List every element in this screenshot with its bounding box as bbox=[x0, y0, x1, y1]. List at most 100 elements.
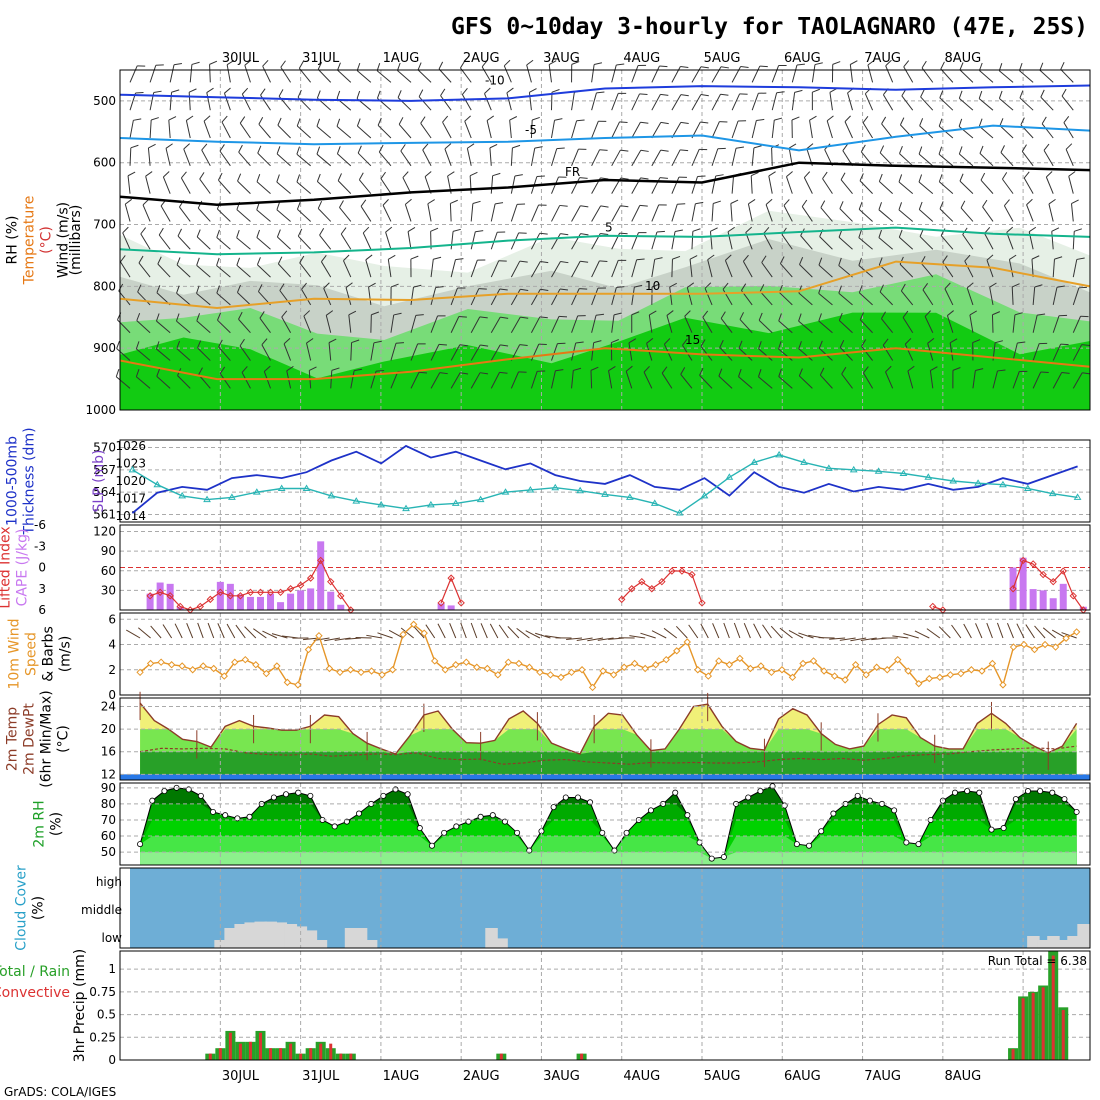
wind-barb-feather bbox=[751, 171, 759, 177]
cape-bar bbox=[1079, 606, 1087, 610]
rh-left-label: 2m RH bbox=[32, 800, 48, 847]
precip-convective-bar bbox=[299, 1053, 303, 1060]
wind-barb bbox=[157, 263, 171, 278]
rh-tick: 70 bbox=[101, 813, 116, 827]
wind-barb-feather bbox=[576, 119, 585, 122]
wind-barb bbox=[711, 203, 714, 222]
rh-point bbox=[599, 829, 606, 836]
wind-barb-feather bbox=[1065, 143, 1073, 150]
wind-barb-feather bbox=[924, 310, 931, 317]
rh-point bbox=[1049, 789, 1056, 796]
wind-barb-feather bbox=[882, 338, 889, 346]
wind-barb-feather bbox=[692, 228, 701, 232]
wind-barb bbox=[362, 232, 372, 250]
wind-barb-feather bbox=[611, 339, 619, 344]
wind-speed-point bbox=[978, 667, 986, 675]
wind-barb bbox=[838, 320, 853, 334]
wind-barb bbox=[1011, 286, 1014, 305]
wind-speed-point bbox=[757, 662, 765, 670]
wind-barb-feather bbox=[297, 89, 302, 98]
wind-barb bbox=[277, 236, 291, 250]
wind-barb bbox=[1041, 123, 1054, 139]
wind-barb-feather bbox=[357, 145, 362, 154]
wind-barb-feather bbox=[309, 366, 317, 371]
wind-tick: 0 bbox=[108, 688, 116, 702]
wind-barb-feather bbox=[878, 202, 883, 210]
wind-barb bbox=[751, 120, 757, 139]
wind-barb-feather bbox=[299, 255, 305, 264]
wind-barb-feather bbox=[163, 171, 170, 178]
wind-barb-feather bbox=[899, 117, 905, 126]
pressure-left-label: 1000-500mb bbox=[5, 436, 21, 526]
wind-barb bbox=[407, 231, 412, 250]
lifted-index-point bbox=[316, 556, 325, 565]
wind-barb bbox=[276, 153, 291, 167]
wind-barb bbox=[838, 292, 853, 306]
precip-tick: 0.25 bbox=[89, 1030, 116, 1044]
wind-barb-feather bbox=[756, 118, 765, 121]
wind-barb bbox=[844, 121, 853, 139]
wind-barb-feather bbox=[261, 338, 268, 346]
wind-barb bbox=[800, 235, 813, 250]
wind-barb-feather bbox=[580, 260, 589, 263]
wind-barb-feather bbox=[575, 341, 584, 344]
thickness-point bbox=[750, 458, 759, 465]
wind-barb-feather bbox=[1041, 116, 1047, 125]
wind-barb-feather bbox=[858, 285, 863, 293]
wind-barb-feather bbox=[881, 116, 887, 125]
wind-barb bbox=[203, 120, 211, 139]
temp-left-label: 2m Temp bbox=[5, 707, 21, 771]
wind-barb bbox=[278, 263, 291, 278]
wind-barb-feather bbox=[303, 310, 311, 317]
wind-barb-feather bbox=[241, 366, 248, 373]
wind-barb bbox=[470, 203, 474, 222]
wind-barb bbox=[147, 147, 151, 166]
wind-barb-feather bbox=[556, 147, 565, 150]
wind-barb bbox=[625, 371, 633, 389]
cloud-bar bbox=[314, 940, 328, 948]
wind-barb-feather bbox=[720, 66, 729, 69]
wind-barb-feather bbox=[748, 199, 756, 205]
wind-barb bbox=[920, 96, 934, 111]
wind-barb-feather bbox=[779, 256, 785, 264]
cloud-bar bbox=[304, 930, 318, 948]
wind-barb-feather bbox=[155, 313, 160, 322]
wind-barb-feather bbox=[713, 200, 721, 204]
rh-point bbox=[720, 853, 727, 860]
wind-barb-feather bbox=[613, 312, 622, 316]
wind-speed-point bbox=[746, 664, 755, 673]
thickness-point bbox=[501, 488, 510, 495]
wind-barb bbox=[470, 344, 481, 361]
wind-barb-feather bbox=[646, 337, 654, 344]
wind-barb-feather bbox=[238, 144, 243, 153]
precip-convective-bar bbox=[1021, 998, 1025, 1060]
cloud-bar bbox=[485, 928, 498, 948]
wind-speed-point bbox=[946, 671, 955, 679]
wind-barb-feather bbox=[798, 368, 803, 377]
cape-bar bbox=[1019, 557, 1027, 610]
wind-barb-feather bbox=[919, 229, 924, 237]
cloud-bar bbox=[354, 928, 368, 948]
wind-barb-feather bbox=[256, 229, 261, 238]
wind-speed-point bbox=[683, 638, 691, 646]
wind-barb-feather bbox=[1020, 117, 1025, 126]
wind-barb-feather bbox=[818, 257, 823, 266]
wind-barb bbox=[149, 120, 152, 139]
wind-barb bbox=[982, 206, 994, 222]
wind-barb-feather bbox=[844, 115, 851, 122]
wind-barb bbox=[256, 237, 271, 250]
wind-barb-feather bbox=[378, 144, 384, 153]
lifted-index-point bbox=[266, 588, 275, 596]
rh-point bbox=[149, 797, 156, 804]
wind-barb bbox=[188, 92, 191, 111]
wind-barb bbox=[461, 94, 472, 111]
wind-barb bbox=[330, 370, 333, 389]
lifted-index-point bbox=[457, 599, 465, 607]
wind-barb-feather bbox=[407, 227, 416, 232]
wind-barb-feather bbox=[659, 65, 668, 68]
wind-barb-feather bbox=[151, 117, 159, 121]
wind-barb-feather bbox=[903, 60, 910, 68]
wind-barb-feather bbox=[867, 59, 875, 66]
wind-barb bbox=[820, 207, 833, 222]
